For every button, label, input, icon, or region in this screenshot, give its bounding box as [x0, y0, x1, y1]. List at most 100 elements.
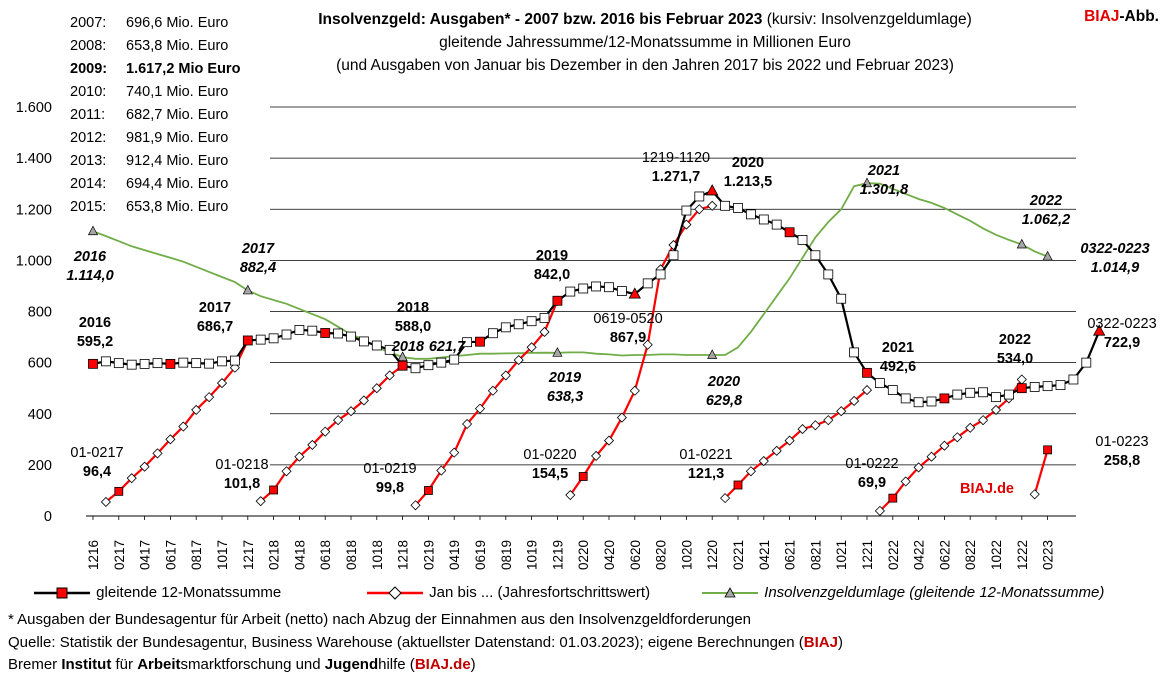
- annotation-label: 867,9: [610, 330, 646, 346]
- footer-institute-parts: Bremer Institut für Arbeitsmarktforschun…: [8, 656, 415, 673]
- data-point-jahresfortschritt: [694, 204, 705, 215]
- title-line2: gleitende Jahressumme/12-Monatssumme in …: [439, 34, 851, 51]
- data-point-jahresfortschritt: [1029, 489, 1040, 500]
- x-tick-label: 0419: [447, 540, 462, 570]
- data-point-jahresfortschritt: [333, 415, 344, 426]
- data-point-12-monatssumme-red: [475, 336, 485, 347]
- year-total-year: 2015:: [70, 199, 107, 215]
- x-tick-label: 0621: [783, 540, 798, 570]
- annotation-label: 2019: [548, 370, 581, 386]
- data-point-jahresfortschritt: [216, 378, 228, 389]
- annotation-label: 0619-0520: [593, 311, 662, 327]
- data-point-jahresfortschritt: [229, 362, 240, 373]
- data-point-12-monatssumme: [500, 322, 511, 333]
- data-point-jahresfortschritt: [784, 435, 795, 446]
- data-point-12-monatssumme: [178, 357, 189, 368]
- data-point-jahresfortschritt: [990, 404, 1002, 415]
- footer-institute-part: Jugend: [324, 656, 379, 673]
- data-point-jahresfortschritt: [874, 505, 885, 516]
- annotation-label: 99,8: [376, 480, 404, 496]
- year-total-year: 2009:: [70, 61, 108, 77]
- annotation-label: 686,7: [197, 319, 233, 335]
- x-tick-label: 1019: [525, 540, 540, 570]
- data-point-umlage-triangle: [1042, 250, 1053, 261]
- footer-institute-end: ): [470, 656, 476, 673]
- data-point-12-monatssumme: [1004, 389, 1014, 400]
- title-line1-bold: Insolvenzgeld: Ausgaben* - 2007 bzw. 201…: [318, 11, 763, 28]
- x-tick-label: 0417: [138, 540, 153, 570]
- year-total-row: 2007: 696,6 Mio. Euro: [70, 12, 240, 35]
- x-tick-label: 1219: [550, 540, 565, 570]
- data-point-12-monatssumme-red: [242, 335, 253, 346]
- data-point-jahresfortschritt: [526, 342, 537, 353]
- data-point-12-monatssumme: [384, 344, 395, 355]
- x-tick-label: 1217: [241, 540, 256, 570]
- legend-item-green: Insolvenzgeldumlage (gleitende 12-Monats…: [700, 584, 1104, 601]
- data-point-12-monatssumme: [462, 337, 473, 348]
- annotation-label: 2022: [1029, 193, 1062, 209]
- data-point-12-monatssumme: [668, 250, 679, 261]
- footer-source-red: BIAJ: [803, 633, 838, 651]
- annotation-label: 621,7: [429, 339, 466, 355]
- annotation-label: 154,5: [532, 466, 568, 482]
- year-total-row: 2015: 653,8 Mio. Euro: [70, 196, 240, 219]
- annotation-label: 2022: [999, 332, 1031, 348]
- footer-institute: Bremer Institut für Arbeitsmarktforschun…: [8, 654, 843, 677]
- x-tick-label: 0217: [112, 540, 127, 570]
- data-point-jahresfortschritt-square: [578, 472, 588, 481]
- data-point-12-monatssumme: [900, 393, 911, 404]
- year-total-value: 912,4 Mio. Euro: [126, 153, 229, 169]
- annotation-label: 01-0220: [523, 447, 576, 463]
- data-point-12-monatssumme: [578, 283, 589, 294]
- data-point-12-monatssumme: [191, 358, 202, 369]
- data-point-12-monatssumme: [229, 355, 240, 366]
- footer-source-text: Quelle: Statistik der Bundesagentur, Bus…: [8, 633, 804, 651]
- data-point-12-monatssumme-red: [862, 367, 872, 378]
- year-total-row: 2008: 653,8 Mio. Euro: [70, 35, 240, 58]
- data-point-jahresfortschritt: [436, 465, 447, 476]
- data-point-jahresfortschritt: [823, 415, 834, 426]
- x-tick-label: 0421: [757, 540, 772, 570]
- data-point-jahresfortschritt: [165, 434, 176, 445]
- x-tick-label: 0220: [576, 540, 591, 570]
- data-point-12-monatssumme-red: [320, 328, 331, 338]
- annotation-label: 01-0223: [1095, 434, 1148, 450]
- annotation-label: 2021: [867, 163, 900, 179]
- annotation-label: 2016: [79, 315, 111, 331]
- data-point-12-monatssumme-triangle: [628, 287, 641, 299]
- data-point-jahresfortschritt: [191, 404, 202, 415]
- annotation-label: 2018: [397, 300, 429, 316]
- data-point-12-monatssumme: [487, 328, 498, 339]
- data-point-jahresfortschritt: [178, 421, 189, 432]
- data-point-jahresfortschritt: [926, 451, 937, 462]
- x-tick-label: 0422: [912, 540, 927, 570]
- data-point-jahresfortschritt-square: [423, 486, 433, 495]
- year-total-value: 981,9 Mio. Euro: [126, 130, 229, 146]
- legend-green-label: Insolvenzgeldumlage (gleitende 12-Monats…: [764, 584, 1105, 601]
- annotation-label: 1.271,7: [652, 169, 700, 185]
- data-point-jahresfortschritt: [281, 466, 292, 477]
- series-line-12-monatssumme: [92, 189, 1101, 404]
- data-point-jahresfortschritt: [771, 445, 782, 456]
- y-tick-label: 1.600: [16, 100, 52, 116]
- year-total-row: 2012: 981,9 Mio. Euro: [70, 127, 240, 150]
- series-line-jahresfortschritt: [724, 389, 868, 499]
- year-total-value: 694,4 Mio. Euro: [126, 176, 229, 192]
- data-point-12-monatssumme: [565, 286, 576, 297]
- annotation-label: 629,8: [706, 393, 743, 409]
- data-point-12-monatssumme: [797, 235, 808, 245]
- annotation-label: 01-0217: [70, 445, 123, 461]
- annotation-label: 101,8: [224, 476, 260, 492]
- data-point-12-monatssumme: [139, 359, 150, 369]
- data-point-12-monatssumme: [681, 205, 692, 216]
- footer-institute-red: BIAJ.de: [414, 656, 471, 673]
- data-point-12-monatssumme: [126, 359, 137, 370]
- data-point-12-monatssumme: [281, 329, 292, 340]
- annotation-label: 2016: [73, 249, 107, 265]
- brand-tag-red: BIAJ: [1084, 8, 1120, 25]
- data-point-12-monatssumme-red: [88, 358, 98, 369]
- annotation-label: 588,0: [395, 319, 431, 335]
- annotation-label: 2018: [391, 339, 425, 355]
- annotation-label: 96,4: [83, 464, 111, 480]
- data-point-12-monatssumme: [952, 389, 963, 400]
